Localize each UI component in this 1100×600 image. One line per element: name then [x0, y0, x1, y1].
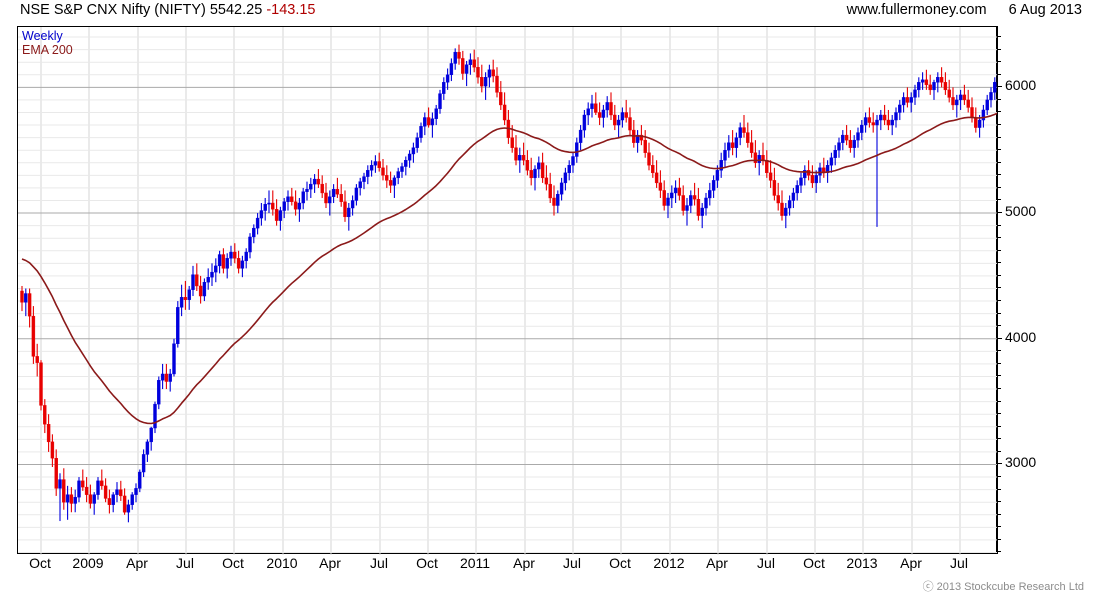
- x-axis-label: Jul: [757, 555, 775, 571]
- y-axis-minor-tick: [997, 375, 1001, 377]
- y-axis-label: 6000: [1005, 77, 1037, 94]
- y-axis-minor-tick: [997, 199, 1001, 201]
- y-axis-minor-tick: [997, 111, 1001, 113]
- y-axis-minor-tick: [997, 400, 1001, 402]
- y-axis-minor-tick: [997, 476, 1001, 478]
- y-axis-minor-tick: [997, 350, 1001, 352]
- y-axis-minor-tick: [997, 538, 1001, 540]
- y-axis-minor-tick: [997, 388, 1001, 390]
- chart-header: NSE S&P CNX Nifty (NIFTY) 5542.25 -143.1…: [0, 0, 1100, 22]
- y-axis-minor-tick: [997, 488, 1001, 490]
- y-axis-minor-tick: [997, 124, 1001, 126]
- y-axis-minor-tick: [997, 312, 1001, 314]
- header-meta: www.fullermoney.com 6 Aug 2013: [847, 2, 1082, 18]
- y-axis-minor-tick: [997, 174, 1001, 176]
- y-axis-minor-tick: [997, 36, 1001, 38]
- x-axis-label: Apr: [900, 555, 922, 571]
- website-link[interactable]: www.fullermoney.com: [846, 2, 987, 18]
- chart-date: 6 Aug 2013: [1008, 2, 1082, 18]
- y-axis-minor-tick: [997, 287, 1001, 289]
- x-axis-label: Oct: [222, 555, 244, 571]
- y-axis-line: [997, 26, 998, 554]
- price-change: -143.15: [266, 2, 316, 18]
- y-axis-minor-tick: [997, 61, 1001, 63]
- x-axis-label: Oct: [416, 555, 438, 571]
- x-axis-label: Apr: [706, 555, 728, 571]
- candlestick-series[interactable]: [18, 27, 998, 555]
- y-axis-minor-tick: [997, 438, 1001, 440]
- x-axis-label: 2011: [459, 555, 491, 571]
- y-axis-minor-tick: [997, 501, 1001, 503]
- y-axis-label: 3000: [1005, 454, 1037, 471]
- gridlines-layer: [18, 27, 998, 555]
- x-axis-label: 2009: [72, 555, 104, 571]
- y-axis-minor-tick: [997, 274, 1001, 276]
- instrument-name-and-price: NSE S&P CNX Nifty (NIFTY) 5542.25: [20, 2, 263, 18]
- y-axis-minor-tick: [997, 224, 1001, 226]
- y-axis-minor-tick: [997, 325, 1001, 327]
- y-axis-minor-tick: [997, 362, 1001, 364]
- x-axis-label: 2012: [653, 555, 685, 571]
- y-axis-minor-tick: [997, 98, 1001, 100]
- y-axis-minor-tick: [997, 425, 1001, 427]
- plot-area-wrapper: Weekly EMA 200: [17, 26, 998, 555]
- ema-200-overlay-line: [21, 111, 998, 425]
- x-axis: Oct 2009 Apr Jul Oct 2010 Apr Jul Oct 2011 Apr Jul O…: [17, 555, 1017, 579]
- x-axis-label: 2013: [846, 555, 878, 571]
- y-axis-minor-tick: [997, 300, 1001, 302]
- x-axis-label: Jul: [176, 555, 194, 571]
- y-axis-minor-tick: [997, 186, 1001, 188]
- x-axis-label: Jul: [563, 555, 581, 571]
- x-axis-label: Apr: [513, 555, 535, 571]
- instrument-title: NSE S&P CNX Nifty (NIFTY) 5542.25 -143.1…: [20, 2, 316, 18]
- copyright-notice: ⓒ 2013 Stockcube Research Ltd: [922, 581, 1084, 593]
- y-axis-minor-tick: [997, 513, 1001, 515]
- x-axis-label: Oct: [803, 555, 825, 571]
- y-axis-minor-tick: [997, 149, 1001, 151]
- y-axis-major-tick: [997, 212, 1002, 214]
- y-axis-minor-tick: [997, 551, 1001, 553]
- y-axis-minor-tick: [997, 413, 1001, 415]
- x-axis-label: 2010: [266, 555, 298, 571]
- y-axis-minor-tick: [997, 237, 1001, 239]
- x-axis-label: Jul: [370, 555, 388, 571]
- y-axis-minor-tick: [997, 262, 1001, 264]
- y-axis-major-tick: [997, 86, 1002, 88]
- x-axis-label: Apr: [126, 555, 148, 571]
- y-axis-major-tick: [997, 463, 1002, 465]
- x-axis-label: Apr: [319, 555, 341, 571]
- x-axis-label: Oct: [609, 555, 631, 571]
- y-axis-minor-tick: [997, 136, 1001, 138]
- x-axis-label: Jul: [950, 555, 968, 571]
- y-axis: 3000 4000 5000 6000: [997, 26, 1100, 554]
- y-axis-major-tick: [997, 337, 1002, 339]
- y-axis-label: 4000: [1005, 328, 1037, 345]
- y-axis-minor-tick: [997, 450, 1001, 452]
- plot-area[interactable]: Weekly EMA 200: [17, 26, 998, 555]
- y-axis-minor-tick: [997, 73, 1001, 75]
- x-axis-label: Oct: [29, 555, 51, 571]
- y-axis-minor-tick: [997, 526, 1001, 528]
- y-axis-minor-tick: [997, 48, 1001, 50]
- y-axis-minor-tick: [997, 161, 1001, 163]
- y-axis-minor-tick: [997, 249, 1001, 251]
- y-axis-label: 5000: [1005, 203, 1037, 220]
